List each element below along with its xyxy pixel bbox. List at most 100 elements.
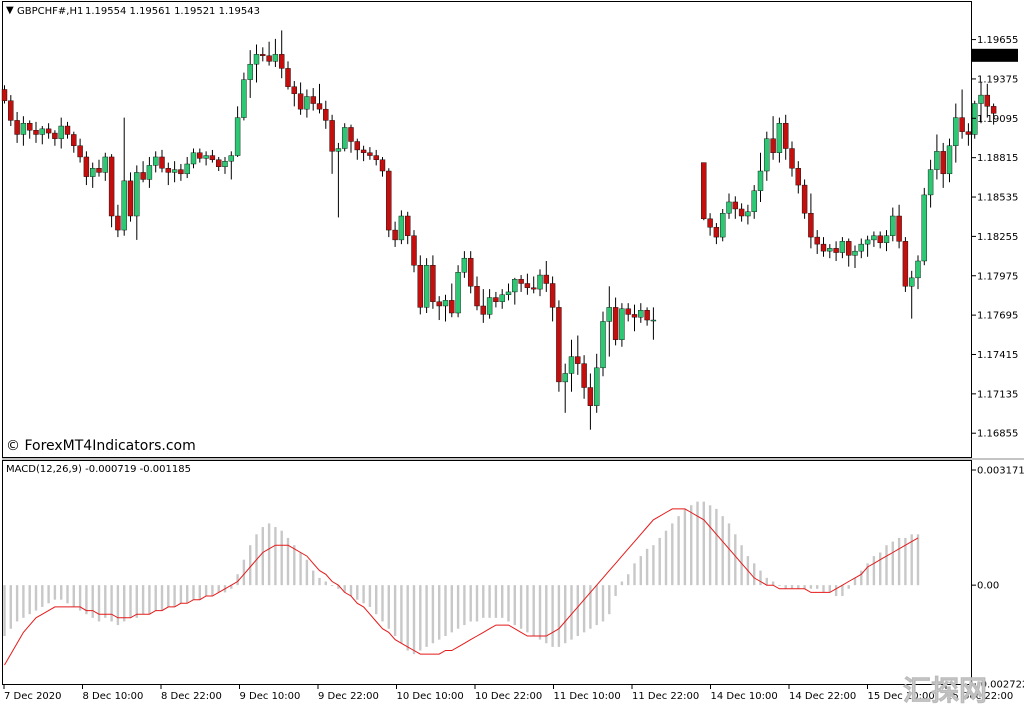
- macd-bar: [538, 585, 542, 640]
- macd-axis[interactable]: 0.003171 0.00 -0.002722: [972, 466, 1024, 691]
- macd-bar: [721, 516, 724, 586]
- candle: [468, 251, 474, 294]
- bull-candle-body: [203, 155, 209, 159]
- price-axis[interactable]: 1.19655 1.19375 1.19095 1.18815 1.18535 1.182…: [972, 35, 1018, 440]
- candle: [858, 238, 864, 259]
- time-axis-label: 7 Dec 2020: [4, 691, 62, 702]
- macd-bar: [393, 585, 397, 636]
- bull-candle-body: [20, 123, 27, 135]
- candle: [209, 149, 216, 163]
- macd-bar: [853, 577, 857, 586]
- bear-candle-body: [348, 127, 354, 142]
- candle: [587, 373, 594, 430]
- candle: [978, 82, 984, 124]
- macd-bar: [488, 585, 491, 618]
- macd-bar: [450, 585, 453, 633]
- candle: [524, 273, 531, 295]
- candle: [39, 126, 45, 145]
- macd-bar: [337, 585, 340, 589]
- candle: [713, 223, 720, 245]
- candle: [915, 255, 921, 290]
- candle: [423, 258, 430, 314]
- macd-bar: [141, 585, 145, 615]
- bear-candle-body: [386, 170, 392, 231]
- bear-candle-body: [531, 287, 537, 290]
- candle: [342, 123, 348, 152]
- candle: [146, 156, 153, 188]
- candle: [612, 297, 619, 346]
- macd-bar: [494, 585, 498, 618]
- bear-candle-body: [846, 241, 852, 256]
- candle: [329, 114, 335, 174]
- bull-candle-body: [946, 145, 953, 175]
- candle: [486, 289, 493, 319]
- macd-bar: [230, 585, 233, 589]
- candle: [203, 151, 209, 166]
- macd-bar: [582, 585, 586, 633]
- bull-candle-body: [776, 123, 783, 153]
- bear-candle-body: [833, 248, 839, 253]
- macd-bar: [778, 585, 781, 586]
- bull-candle-body: [638, 309, 644, 318]
- macd-axis-label: -0.002722: [977, 680, 1024, 691]
- bear-candle-body: [379, 159, 386, 172]
- bear-candle-body: [1, 89, 8, 101]
- bull-candle-body: [909, 277, 915, 287]
- candle: [58, 117, 64, 149]
- time-axis[interactable]: 7 Dec 2020 8 Dec 10:00 8 Dec 22:00 9 Dec 10…: [3, 685, 1013, 702]
- bull-candle-body: [304, 96, 310, 110]
- candle: [436, 296, 442, 321]
- chart-dropdown-icon[interactable]: ▼: [6, 5, 14, 16]
- candle: [531, 276, 537, 294]
- time-axis-label: 11 Dec 22:00: [632, 691, 699, 702]
- macd-bar: [368, 585, 372, 607]
- bear-candle-body: [738, 208, 745, 217]
- bear-candle-body: [581, 363, 587, 388]
- macd-bar: [519, 585, 523, 629]
- macd-bar: [834, 585, 838, 597]
- candle: [499, 289, 505, 309]
- candle: [638, 303, 644, 323]
- bear-candle-body: [612, 307, 619, 340]
- candle: [159, 149, 165, 173]
- macd-bar: [702, 501, 705, 586]
- macd-bar: [589, 585, 592, 629]
- candle: [549, 276, 556, 322]
- bull-candle-body: [58, 125, 64, 139]
- candle: [909, 270, 915, 319]
- bear-candle-body: [33, 130, 39, 135]
- macd-bar: [841, 585, 844, 597]
- macd-bar: [274, 527, 277, 586]
- candle: [121, 117, 127, 236]
- macd-bar: [444, 585, 447, 636]
- candle: [272, 38, 279, 67]
- bull-candle-body: [234, 117, 241, 156]
- macd-bar: [186, 585, 189, 604]
- macd-bar: [715, 508, 718, 586]
- macd-bar: [66, 585, 69, 604]
- candle: [902, 237, 909, 292]
- macd-bar: [727, 523, 731, 586]
- candle: [14, 111, 20, 143]
- bear-candle-body: [789, 148, 795, 169]
- bear-candle-body: [556, 307, 562, 383]
- bull-candle-body: [890, 215, 896, 236]
- bear-candle-body: [140, 172, 146, 180]
- macd-bar: [690, 505, 693, 586]
- time-axis-label: 15 Dec 22:00: [946, 691, 1013, 702]
- macd-bar: [249, 545, 252, 586]
- macd-bar: [469, 585, 472, 622]
- macd-bar: [860, 570, 863, 586]
- candle: [45, 123, 52, 139]
- bear-candle-body: [707, 218, 713, 228]
- macd-bar: [387, 585, 390, 629]
- candle: [984, 83, 990, 118]
- macd-bar: [15, 585, 19, 622]
- bull-candle-body: [537, 274, 543, 290]
- candle: [953, 103, 959, 163]
- candle: [442, 294, 449, 322]
- candle: [1, 85, 8, 104]
- candle: [184, 156, 190, 179]
- bull-candle-body: [606, 307, 612, 322]
